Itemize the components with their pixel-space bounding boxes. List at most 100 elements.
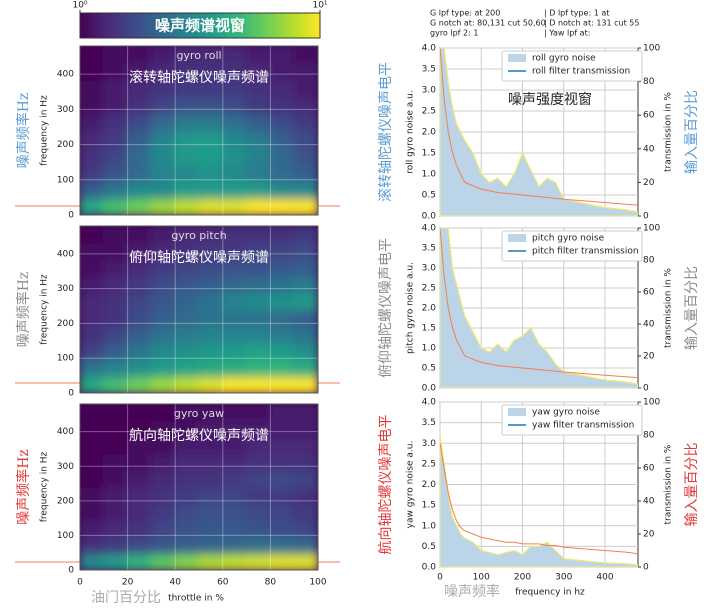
heat-cell [150,341,177,361]
heat-cell [150,535,177,555]
heat-cell [80,535,105,555]
heat-cell [269,452,296,472]
legend-swatch [508,234,526,242]
heat-cell [102,146,129,166]
heat-cell [269,341,296,361]
heat-cell [269,112,296,132]
y-tick-label: 100 [57,175,74,185]
heat-cell [198,436,224,455]
heat-cell [269,375,296,393]
heat-cell [80,502,105,522]
heat-cell [293,112,318,132]
panel-annotation: 航向轴陀螺仪噪声频谱 [129,428,269,444]
heat-cell [198,129,224,149]
x-tick-label: 400 [596,573,613,583]
heat-cell [150,112,177,132]
heatmap-clip [80,226,318,393]
heat-cell [126,241,153,261]
heat-cell [269,258,296,278]
heat-cell [102,46,129,64]
heat-cell [150,358,177,378]
heat-cell [293,341,318,361]
heat-cell [80,241,105,261]
heat-cell [221,341,248,361]
heat-cell [102,163,129,183]
heat-cell [221,146,248,166]
heat-cell [102,552,129,570]
heat-cell [174,180,200,200]
y-label-annotation: 噪声频率Hz [15,272,32,348]
y-label: frequency in Hz [40,95,50,166]
heat-cell [174,258,200,278]
header-line: | D notch at: 131 cut 55 [544,19,639,28]
heat-cell [102,112,129,132]
legend-box [501,50,643,82]
x-tick-label: 100 [473,573,490,583]
heat-cell [174,404,200,422]
y-tick-label: 300 [57,284,74,294]
heat-cell [198,275,224,294]
heat-cell [293,226,318,244]
heat-cell [245,452,272,472]
heat-cell [174,519,200,538]
y-tick-label: 400 [57,70,74,80]
heat-cell [150,146,177,166]
y-tick-label: 0.5 [422,542,436,552]
heat-cell [269,502,296,522]
y-tick-label: 100 [57,354,74,364]
heat-cell [102,404,129,422]
heat-cell [198,226,224,244]
heat-cell [198,469,224,488]
header-line: | Yaw lpf at: [544,29,590,38]
heat-cell [150,275,177,294]
heat-cell [174,275,200,294]
y2-tick-label: 100 [643,398,660,408]
heat-cell [80,78,105,98]
heat-cell [174,341,200,361]
heat-cell [269,519,296,538]
heat-cell [80,436,105,455]
y2-tick-label: 40 [643,497,655,507]
heat-cell [293,308,318,328]
y2-tick-label: 80 [643,77,655,87]
heat-cell [150,375,177,393]
y2-tick-label: 40 [643,320,655,330]
heat-cell [80,469,105,488]
heat-cell [221,95,248,115]
heat-cell [198,308,224,328]
heat-cell [150,46,177,64]
y2-label-annotation: 输入量百分比 [684,90,700,174]
y-tick-label: 3.5 [422,418,436,428]
heat-cell [126,112,153,132]
heat-cell [102,61,129,81]
heat-cell [245,502,272,522]
y-tick-label: 0 [68,211,74,221]
header-line: gyro lpf 2: 1 [430,29,478,38]
heat-cell [150,258,177,278]
x-label-annotation: 油门百分比 [91,590,161,606]
heat-cell [245,163,272,183]
heat-cell [221,375,248,393]
heat-cell [174,358,200,378]
heat-cell [150,308,177,328]
heat-cell [293,436,318,455]
heat-cell [293,275,318,294]
heat-cell [126,308,153,328]
y-tick-label: 4.0 [422,44,437,54]
heat-cell [80,308,105,328]
legend-label: roll gyro noise [532,54,596,64]
heat-cell [198,552,224,570]
heat-cell [174,46,200,64]
y-label-annotation: 滚转轴陀螺仪噪声电平 [377,62,394,202]
heatmap-clip [80,46,318,215]
heat-cell [221,129,248,149]
y2-label: transmission in % [664,268,674,348]
frame [79,45,319,216]
heat-cell [269,469,296,488]
heat-cell [80,146,105,166]
heat-cell [174,325,200,344]
heat-cell [126,358,153,378]
heat-cell [174,535,200,555]
y-label-annotation: 噪声频率Hz [15,93,32,169]
